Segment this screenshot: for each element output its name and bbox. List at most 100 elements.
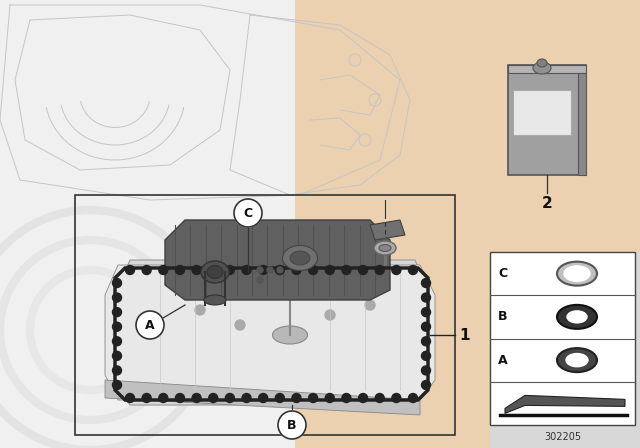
- Ellipse shape: [564, 266, 590, 281]
- Circle shape: [375, 266, 384, 275]
- Circle shape: [277, 267, 283, 273]
- Circle shape: [408, 393, 417, 402]
- Circle shape: [422, 322, 431, 331]
- Circle shape: [234, 199, 262, 227]
- Ellipse shape: [207, 266, 223, 279]
- Bar: [508, 65, 586, 73]
- Circle shape: [242, 266, 251, 275]
- Circle shape: [113, 293, 122, 302]
- Bar: [513, 90, 571, 135]
- Circle shape: [278, 411, 306, 439]
- Polygon shape: [505, 396, 625, 414]
- Circle shape: [375, 393, 384, 402]
- Text: C: C: [243, 207, 253, 220]
- Circle shape: [422, 308, 431, 317]
- Circle shape: [259, 266, 268, 275]
- Circle shape: [142, 266, 151, 275]
- Ellipse shape: [557, 348, 597, 372]
- Polygon shape: [115, 260, 430, 405]
- Circle shape: [209, 266, 218, 275]
- Circle shape: [422, 337, 431, 346]
- Circle shape: [113, 337, 122, 346]
- Circle shape: [192, 266, 201, 275]
- Ellipse shape: [273, 326, 307, 344]
- Circle shape: [365, 300, 375, 310]
- Circle shape: [259, 393, 268, 402]
- Circle shape: [113, 366, 122, 375]
- Circle shape: [325, 393, 334, 402]
- Ellipse shape: [374, 241, 396, 255]
- Circle shape: [235, 320, 245, 330]
- Circle shape: [113, 322, 122, 331]
- Circle shape: [358, 266, 367, 275]
- Circle shape: [292, 393, 301, 402]
- Polygon shape: [105, 265, 435, 400]
- Circle shape: [209, 393, 218, 402]
- Circle shape: [308, 393, 317, 402]
- Text: 1: 1: [459, 327, 470, 343]
- Circle shape: [225, 266, 234, 275]
- Bar: [490, 252, 635, 425]
- Circle shape: [159, 393, 168, 402]
- Circle shape: [422, 351, 431, 360]
- Text: B: B: [287, 418, 297, 431]
- Text: 302205: 302205: [544, 432, 581, 442]
- Ellipse shape: [290, 251, 310, 265]
- Ellipse shape: [379, 245, 391, 251]
- Circle shape: [192, 393, 201, 402]
- Circle shape: [142, 393, 151, 402]
- Circle shape: [113, 308, 122, 317]
- Polygon shape: [105, 380, 420, 415]
- Bar: [578, 73, 586, 175]
- Text: C: C: [498, 267, 507, 280]
- Ellipse shape: [567, 311, 587, 323]
- Circle shape: [275, 266, 284, 275]
- Circle shape: [358, 393, 367, 402]
- Text: 2: 2: [541, 195, 552, 211]
- Circle shape: [195, 305, 205, 315]
- Ellipse shape: [557, 262, 597, 286]
- Circle shape: [422, 293, 431, 302]
- Circle shape: [342, 393, 351, 402]
- Ellipse shape: [201, 261, 229, 283]
- Polygon shape: [370, 220, 405, 240]
- Circle shape: [159, 266, 168, 275]
- Circle shape: [113, 279, 122, 288]
- Circle shape: [267, 267, 273, 273]
- Ellipse shape: [204, 295, 226, 305]
- Text: A: A: [145, 319, 155, 332]
- Circle shape: [125, 266, 134, 275]
- Circle shape: [175, 393, 184, 402]
- Ellipse shape: [566, 353, 588, 367]
- Text: B: B: [498, 310, 508, 323]
- Circle shape: [292, 266, 301, 275]
- Circle shape: [308, 266, 317, 275]
- Circle shape: [257, 267, 263, 273]
- Circle shape: [325, 266, 334, 275]
- Circle shape: [113, 351, 122, 360]
- Circle shape: [125, 393, 134, 402]
- Bar: [75, 195, 455, 435]
- Circle shape: [113, 380, 122, 389]
- Circle shape: [408, 266, 417, 275]
- Circle shape: [422, 279, 431, 288]
- Polygon shape: [295, 0, 640, 448]
- Circle shape: [392, 266, 401, 275]
- Circle shape: [242, 393, 251, 402]
- Circle shape: [257, 277, 263, 283]
- Circle shape: [275, 393, 284, 402]
- Circle shape: [175, 266, 184, 275]
- Circle shape: [392, 393, 401, 402]
- Circle shape: [422, 380, 431, 389]
- Ellipse shape: [282, 246, 317, 271]
- Bar: [490, 252, 640, 448]
- Circle shape: [325, 310, 335, 320]
- Ellipse shape: [533, 62, 551, 74]
- Polygon shape: [165, 220, 390, 300]
- Ellipse shape: [557, 305, 597, 329]
- Circle shape: [136, 311, 164, 339]
- Text: A: A: [498, 353, 508, 366]
- Circle shape: [422, 366, 431, 375]
- Bar: [508, 65, 586, 175]
- Circle shape: [342, 266, 351, 275]
